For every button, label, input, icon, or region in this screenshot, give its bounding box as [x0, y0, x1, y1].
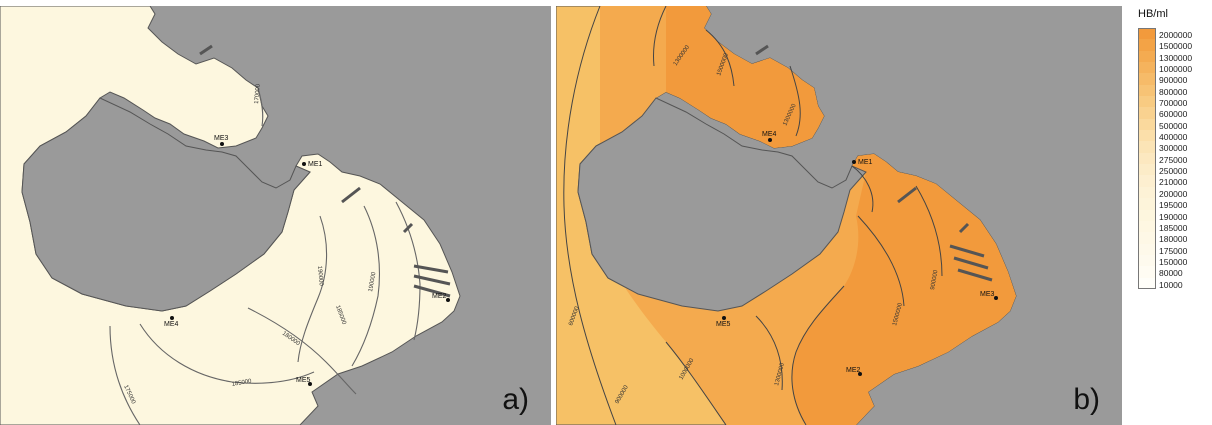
- legend-label: 150000: [1159, 256, 1188, 267]
- legend-swatch: [1138, 254, 1156, 267]
- contour-lines-b: [563, 6, 943, 425]
- station-me3: ME3: [214, 135, 229, 146]
- legend-swatch: [1138, 243, 1156, 255]
- legend-swatch: [1138, 96, 1156, 108]
- legend-label: 500000: [1159, 120, 1188, 131]
- legend-label: 900000: [1159, 75, 1188, 86]
- piers-b: [755, 44, 993, 282]
- map-b-svg: 1300000 1300000 1500000 600000 1000000 1…: [556, 6, 1017, 425]
- legend-label: 175000: [1159, 245, 1188, 256]
- legend-label: 195000: [1159, 200, 1188, 211]
- station-me1: ME1: [852, 159, 873, 166]
- station-me2: ME2: [846, 367, 862, 376]
- legend-swatch: [1138, 28, 1156, 40]
- station-label: ME1: [308, 161, 323, 168]
- station-label: ME3: [980, 291, 995, 298]
- legend-label: 2000000: [1159, 30, 1193, 40]
- legend-title: HB/ml: [1138, 8, 1168, 20]
- piers-a: [199, 44, 451, 298]
- sea-bay: [577, 97, 867, 312]
- legend-swatch: [1138, 130, 1156, 142]
- legend-label: 250000: [1159, 166, 1188, 177]
- legend-label: 300000: [1159, 143, 1188, 154]
- land-band-inner: [666, 6, 824, 148]
- contour-label: 190000: [368, 271, 378, 292]
- map-panel-b: 1300000 1300000 1500000 600000 1000000 1…: [556, 6, 1122, 425]
- legend-label: 1000000: [1159, 64, 1193, 75]
- legend-swatch: [1138, 50, 1156, 63]
- station-label: ME2: [432, 293, 447, 300]
- legend-swatch: [1138, 107, 1156, 119]
- contour-label: 170000: [254, 83, 262, 104]
- legend-swatch: [1138, 73, 1156, 85]
- legend-label: 190000: [1159, 211, 1188, 222]
- station-label: ME3: [214, 135, 229, 142]
- legend-swatch: [1138, 277, 1156, 289]
- legend-label: 210000: [1159, 177, 1188, 188]
- map-a-svg: 170000 190000 185000 180000 185000 19000…: [0, 6, 461, 425]
- legend-swatch: [1138, 62, 1156, 74]
- legend-swatch: [1138, 175, 1156, 187]
- station-label: ME5: [296, 377, 311, 384]
- station-me5: ME5: [716, 316, 731, 328]
- legend-label: 400000: [1159, 132, 1188, 143]
- panel-label-a: a): [502, 383, 529, 416]
- legend-swatch: [1138, 266, 1156, 278]
- legend-label: 1300000: [1159, 52, 1193, 63]
- legend-label: 200000: [1159, 188, 1188, 199]
- station-label: ME2: [846, 367, 861, 374]
- legend-swatch: [1138, 164, 1156, 176]
- legend-swatch: [1138, 84, 1156, 97]
- legend-label: 275000: [1159, 154, 1188, 165]
- station-me2: ME2: [432, 293, 450, 302]
- contour-label: 190000: [316, 266, 324, 287]
- sea-bay: [21, 97, 311, 312]
- legend-swatch: [1138, 186, 1156, 199]
- legend-swatch: [1138, 232, 1156, 244]
- legend-label: 700000: [1159, 98, 1188, 109]
- station-me4: ME4: [762, 131, 777, 142]
- station-label: ME5: [716, 321, 731, 328]
- legend-label: 10000: [1159, 279, 1183, 290]
- contour-label: 900000: [930, 269, 940, 290]
- station-label: ME4: [164, 321, 179, 328]
- legend-label: 1500000: [1159, 41, 1193, 52]
- legend-swatch: [1138, 220, 1156, 233]
- map-panel-a: 170000 190000 185000 180000 185000 19000…: [0, 6, 551, 425]
- legend-swatch: [1138, 209, 1156, 221]
- contour-lines-a: [109, 87, 421, 425]
- legend-label: 600000: [1159, 109, 1188, 120]
- panel-label-b: b): [1073, 383, 1100, 416]
- legend-label: 80000: [1159, 268, 1183, 279]
- legend-swatch: [1138, 152, 1156, 165]
- legend-swatch: [1138, 141, 1156, 153]
- station-me3: ME3: [980, 291, 998, 300]
- legend-label: 185000: [1159, 222, 1188, 233]
- legend-label: 800000: [1159, 86, 1188, 97]
- legend-swatch: [1138, 39, 1156, 51]
- map-legend: HB/ml 2000000 1500000 1300000 1000000 900000…: [1130, 8, 1212, 418]
- legend-swatch: [1138, 198, 1156, 210]
- station-me1: ME1: [302, 161, 323, 168]
- station-label: ME4: [762, 131, 777, 138]
- legend-swatch: [1138, 118, 1156, 131]
- legend-label: 180000: [1159, 234, 1188, 245]
- station-me5: ME5: [296, 377, 312, 386]
- station-label: ME1: [858, 159, 873, 166]
- contour-label: 185000: [231, 378, 252, 388]
- station-me4: ME4: [164, 316, 179, 328]
- land-band-inner: [791, 154, 1016, 425]
